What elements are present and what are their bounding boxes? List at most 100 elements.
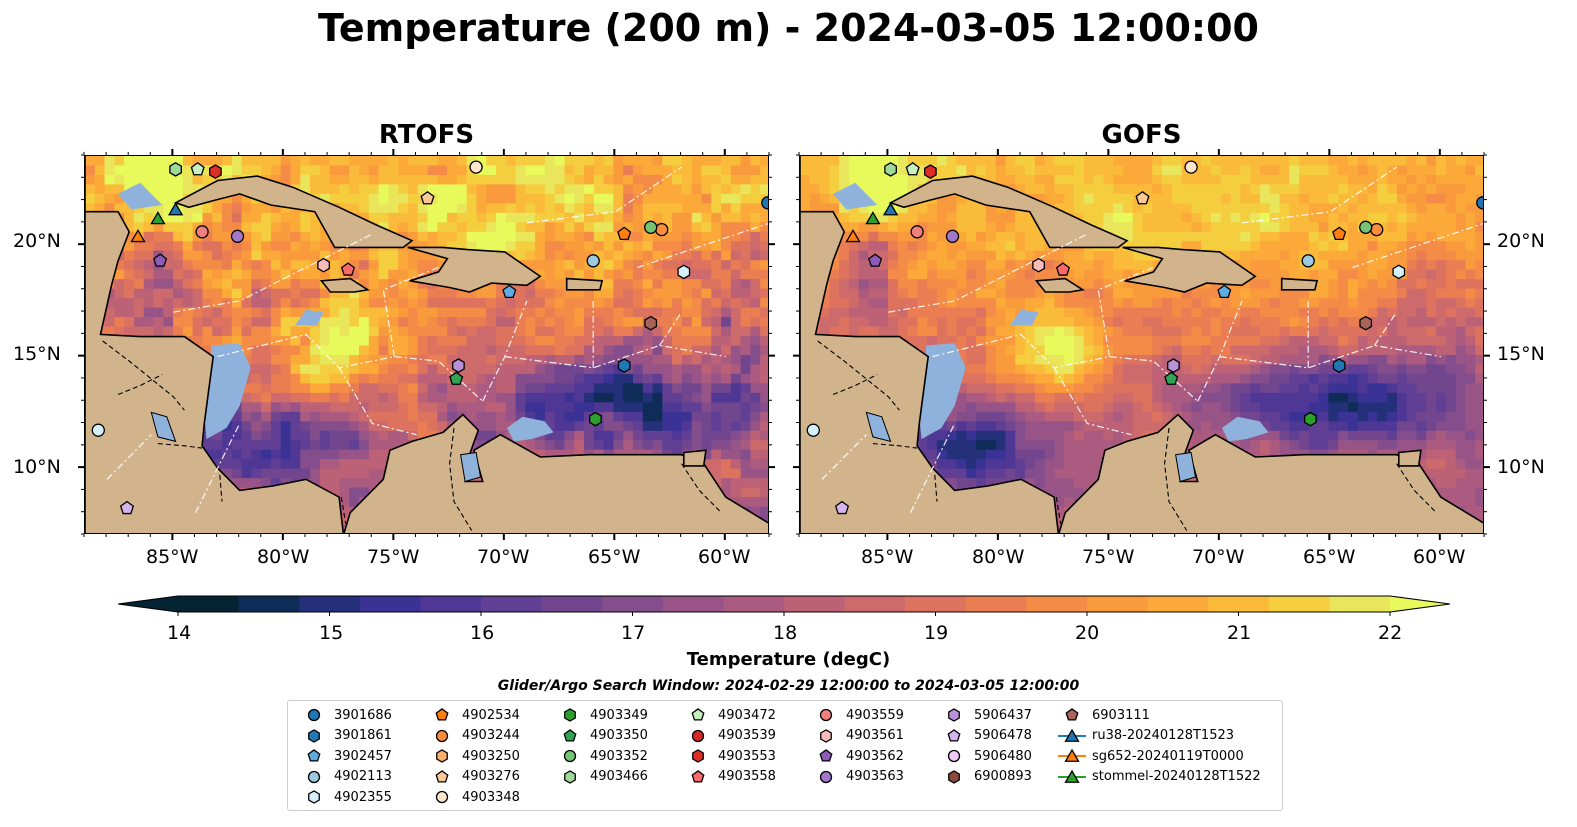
axis-ticks bbox=[78, 149, 1490, 540]
map-marker bbox=[617, 226, 632, 240]
argo-float-icon bbox=[691, 769, 705, 783]
argo-float-icon bbox=[308, 790, 320, 804]
map-marker bbox=[469, 160, 483, 174]
legend-item: 5906437 bbox=[938, 705, 1032, 725]
gofs-lon-tick-85w: 85°W bbox=[861, 546, 914, 568]
map-marker bbox=[317, 257, 330, 273]
colorbar-segment bbox=[359, 596, 421, 612]
rtofs-lon-tick-60w: 60°W bbox=[698, 546, 751, 568]
gofs-lon-tick-65w: 65°W bbox=[1303, 546, 1356, 568]
colorbar-segment bbox=[238, 596, 300, 612]
map-marker bbox=[1392, 264, 1406, 280]
legend-item: 4903558 bbox=[682, 767, 776, 787]
legend-label: 4903559 bbox=[846, 707, 904, 723]
legend-item: 4903349 bbox=[554, 705, 648, 725]
colorbar-ticks: 14 15 16 17 18 19 20 21 22 bbox=[110, 620, 1460, 646]
gofs-lon-tick-75w: 75°W bbox=[1082, 546, 1135, 568]
legend-label: 4903553 bbox=[718, 748, 776, 764]
gofs-lon-tick-80w: 80°W bbox=[972, 546, 1025, 568]
legend-label: 4903349 bbox=[590, 707, 648, 723]
colorbar-over-arrow bbox=[1390, 596, 1450, 612]
rtofs-map bbox=[84, 155, 769, 534]
land-centralAmerica bbox=[85, 156, 345, 533]
map-marker bbox=[1032, 257, 1045, 273]
map-marker bbox=[865, 211, 881, 225]
argo-float-icon bbox=[948, 708, 960, 722]
map-marker bbox=[169, 162, 182, 177]
shelf-areas bbox=[118, 182, 554, 442]
legend-label: 4902355 bbox=[334, 789, 392, 805]
map-marker bbox=[1184, 160, 1198, 174]
map-marker bbox=[130, 229, 146, 243]
legend-item: 5906480 bbox=[938, 746, 1032, 766]
legend-item: 4903250 bbox=[426, 746, 520, 766]
legend-label: 3901861 bbox=[334, 728, 392, 743]
map-marker bbox=[845, 229, 861, 243]
observation-markers bbox=[806, 160, 1483, 515]
legend-item: 4903352 bbox=[554, 746, 648, 766]
land-puertorico bbox=[565, 277, 604, 291]
map-marker bbox=[882, 202, 899, 216]
cb-tick-18: 18 bbox=[773, 622, 798, 644]
colorbar-segment bbox=[784, 596, 846, 612]
legend-item: stommel-20240128T1522 bbox=[1056, 767, 1261, 787]
landmasses bbox=[85, 156, 768, 533]
legend-item: ru38-20240128T1523 bbox=[1056, 726, 1234, 746]
map-marker bbox=[1301, 254, 1315, 268]
rtofs-map-canvas bbox=[85, 156, 768, 533]
map-marker bbox=[884, 162, 897, 177]
cb-tick-14: 14 bbox=[167, 622, 192, 644]
argo-float-icon bbox=[435, 790, 449, 804]
argo-float-icon bbox=[691, 708, 705, 721]
country-borders bbox=[102, 340, 722, 531]
rtofs-lon-tick-85w: 85°W bbox=[146, 546, 199, 568]
map-marker bbox=[617, 358, 631, 373]
rtofs-lon-tick-70w: 70°W bbox=[477, 546, 530, 568]
argo-float-icon bbox=[948, 769, 960, 784]
map-marker bbox=[924, 164, 937, 179]
colorbar-segment bbox=[420, 596, 482, 612]
cb-tick-19: 19 bbox=[924, 622, 949, 644]
map-marker bbox=[1217, 284, 1232, 298]
legend-label: 3901686 bbox=[334, 707, 392, 723]
legend-label: stommel-20240128T1522 bbox=[1092, 769, 1261, 784]
cb-tick-17: 17 bbox=[621, 622, 646, 644]
lake-maracaibo bbox=[460, 451, 482, 483]
legend-item: 4903563 bbox=[810, 767, 904, 787]
land-hispaniola bbox=[1122, 246, 1257, 293]
map-marker bbox=[1135, 190, 1150, 205]
map-marker bbox=[589, 411, 602, 427]
colorbar-segment bbox=[178, 596, 240, 612]
legend-item: 4902355 bbox=[298, 787, 392, 807]
legend-item: sg652-20240119T0000 bbox=[1056, 746, 1244, 766]
glider-track-icon bbox=[1058, 728, 1086, 742]
map-marker bbox=[868, 253, 883, 267]
map-marker bbox=[806, 423, 820, 437]
legend-label: 4902534 bbox=[462, 707, 520, 723]
colorbar-segment bbox=[844, 596, 906, 612]
map-marker bbox=[910, 225, 924, 239]
country-borders bbox=[817, 340, 1437, 531]
gofs-panel-title: GOFS bbox=[1101, 120, 1182, 150]
argo-float-icon bbox=[947, 749, 961, 763]
figure-title: Temperature (200 m) - 2024-03-05 12:00:0… bbox=[317, 6, 1259, 50]
argo-float-icon bbox=[691, 729, 705, 742]
colorbar-segment bbox=[1087, 596, 1149, 612]
map-marker bbox=[1167, 358, 1180, 373]
legend-label: 4903562 bbox=[846, 748, 904, 764]
rtofs-lon-tick-75w: 75°W bbox=[367, 546, 420, 568]
argo-float-icon bbox=[307, 770, 321, 783]
legend-label: 4903348 bbox=[462, 789, 520, 805]
rtofs-panel-title: RTOFS bbox=[378, 120, 475, 150]
land-southAmerica bbox=[343, 413, 768, 533]
legend-label: 4903276 bbox=[462, 769, 520, 784]
legend-label: 4903352 bbox=[590, 748, 648, 764]
lat-tick-20n-right: 20°N bbox=[1497, 230, 1545, 252]
legend: 3901686 3901861 3902457 4902113 4902355 49025… bbox=[287, 700, 1283, 811]
land-trinidad bbox=[1397, 449, 1422, 467]
argo-float-icon bbox=[436, 749, 448, 763]
map-marker bbox=[167, 202, 184, 216]
map-marker bbox=[1332, 226, 1347, 240]
legend-label: 4902113 bbox=[334, 769, 392, 784]
map-marker bbox=[452, 358, 465, 373]
